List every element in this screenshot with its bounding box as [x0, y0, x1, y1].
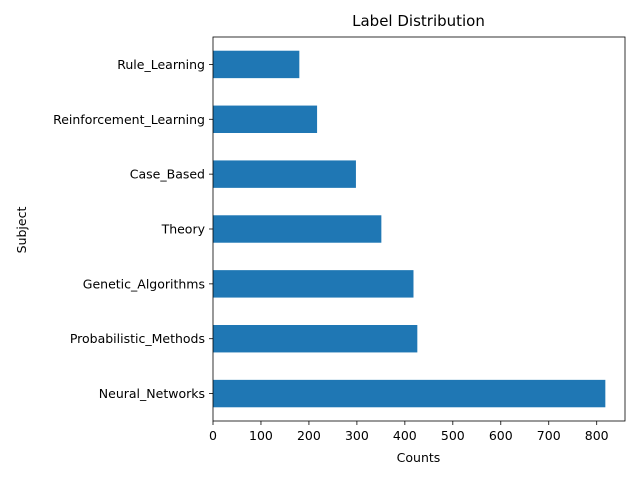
- x-tick-label: 800: [585, 428, 609, 443]
- x-tick-label: 400: [393, 428, 417, 443]
- chart-title: Label Distribution: [352, 12, 485, 30]
- bar-reinforcement-learning: [213, 105, 318, 133]
- y-tick-label: Rule_Learning: [117, 57, 205, 72]
- y-tick-label: Probabilistic_Methods: [70, 331, 205, 346]
- y-tick-label: Genetic_Algorithms: [83, 276, 205, 291]
- bars-layer: [213, 50, 606, 408]
- bar-case-based: [213, 160, 356, 188]
- axes-frame: [212, 36, 626, 422]
- x-tick-label: 500: [441, 428, 465, 443]
- x-tick-label: 100: [249, 428, 273, 443]
- y-axis-label: Subject: [14, 207, 29, 254]
- bar-probabilistic-methods: [213, 325, 418, 353]
- bar-theory: [213, 215, 382, 243]
- y-tick-label: Neural_Networks: [99, 386, 205, 401]
- y-tick-label: Reinforcement_Learning: [53, 112, 205, 127]
- plot-frame: [212, 36, 626, 422]
- y-tick-label: Case_Based: [130, 167, 205, 182]
- x-tick-label: 700: [537, 428, 561, 443]
- x-tick-label: 300: [345, 428, 369, 443]
- y-axis-ticks: Neural_Networks Probabilistic_Methods Gene…: [53, 57, 213, 401]
- x-tick-label: 600: [489, 428, 513, 443]
- y-tick-label: Theory: [161, 222, 206, 237]
- bar-neural-networks: [213, 379, 606, 408]
- x-tick-label: 0: [209, 428, 217, 443]
- bar-genetic-algorithms: [213, 270, 414, 298]
- x-axis-label: Counts: [397, 450, 441, 465]
- x-tick-label: 200: [297, 428, 321, 443]
- bar-rule-learning: [213, 50, 300, 79]
- x-axis-ticks: 0 100 200 300 400 500 600 700 800: [209, 421, 609, 443]
